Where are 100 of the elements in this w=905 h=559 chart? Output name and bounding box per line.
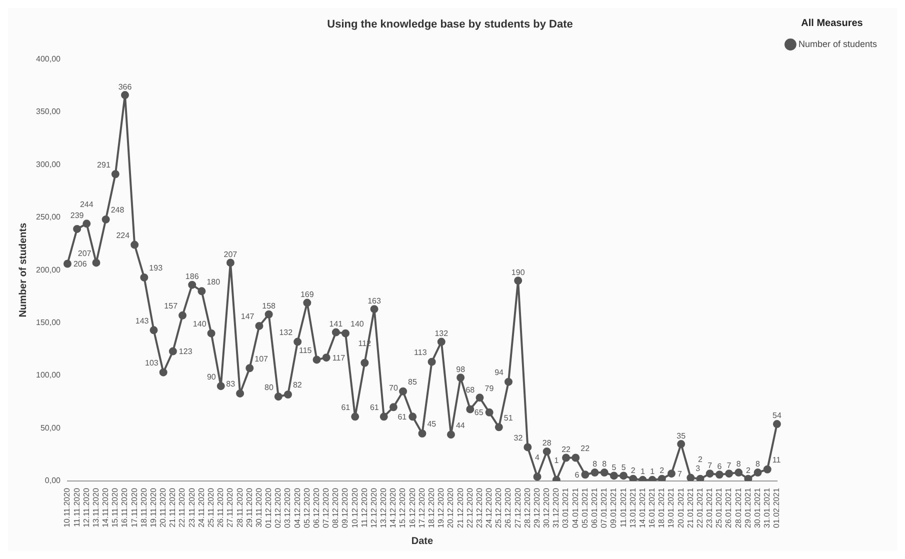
data-label: 61	[370, 402, 380, 412]
data-label: 206	[73, 259, 88, 268]
x-tick-label: 25.01.2021	[714, 487, 724, 528]
x-tick-label: 31.12.2020	[552, 487, 561, 528]
x-tick-label: 28.01.2021	[734, 487, 743, 528]
x-tick-label: 09.01.2021	[609, 487, 618, 528]
x-tick-label: 13.01.2021	[628, 487, 638, 528]
y-tick-label: 0,00	[44, 476, 62, 486]
x-axis-title: Date	[411, 536, 434, 547]
data-label: 2	[746, 466, 751, 476]
data-label: 366	[118, 82, 132, 92]
data-label: 61	[341, 402, 351, 412]
data-label: 143	[135, 316, 150, 326]
data-label: 51	[504, 413, 514, 422]
x-tick-label: 18.11.2020	[139, 487, 148, 528]
data-label: 248	[110, 206, 125, 215]
data-label: 2	[698, 455, 704, 464]
data-label: 1	[640, 467, 646, 476]
data-label: 80	[264, 382, 274, 392]
data-label: 117	[332, 353, 346, 362]
data-label: 169	[300, 290, 314, 299]
x-tick-label: 13.12.2020	[379, 487, 388, 528]
data-label: 193	[149, 264, 164, 273]
x-tick-label: 25.11.2020	[206, 487, 216, 528]
x-tick-label: 11.11.2020	[72, 487, 82, 527]
data-label: 5	[612, 462, 617, 472]
y-tick-label: 400,00	[36, 54, 62, 64]
x-tick-label: 09.12.2020	[340, 487, 350, 528]
data-label: 83	[226, 380, 236, 389]
data-label: 291	[97, 160, 111, 170]
data-label: 132	[279, 328, 294, 337]
data-label: 7	[708, 460, 713, 470]
data-label: 186	[185, 272, 200, 282]
x-tick-label: 07.12.2020	[322, 487, 331, 528]
data-label: 2	[660, 466, 665, 476]
data-label: 8	[736, 460, 742, 469]
data-label: 158	[262, 302, 276, 311]
data-label: 54	[772, 411, 782, 420]
x-tick-label: 27.11.2020	[226, 487, 235, 528]
x-tick-label: 14.01.2021	[638, 487, 647, 528]
x-tick-label: 23.01.2021	[705, 487, 714, 528]
data-label: 163	[368, 296, 382, 306]
x-tick-label: 24.11.2020	[196, 487, 206, 528]
x-tick-label: 11.12.2020	[360, 487, 369, 528]
x-tick-label: 30.11.2020	[254, 487, 264, 528]
data-label: 8	[756, 460, 761, 469]
x-tick-label: 19.12.2020	[436, 487, 446, 528]
x-tick-label: 12.12.2020	[369, 487, 378, 528]
x-tick-label: 28.12.2020	[522, 487, 532, 528]
data-label: 65	[474, 408, 484, 418]
data-label: 28	[542, 438, 552, 448]
x-tick-label: 26.11.2020	[216, 487, 226, 528]
x-tick-label: 03.12.2020	[283, 487, 292, 528]
data-label: 5	[621, 462, 626, 472]
y-tick-label: 350,00	[36, 107, 62, 116]
data-label: 244	[80, 200, 94, 209]
y-tick-label: 250,00	[36, 212, 62, 222]
x-tick-label: 15.12.2020	[398, 487, 408, 528]
x-tick-label: 24.12.2020	[484, 487, 494, 528]
data-label: 85	[408, 378, 418, 387]
data-label: 79	[484, 384, 494, 393]
data-label: 94	[494, 368, 504, 378]
data-label: 1	[650, 467, 656, 476]
data-label: 3	[696, 464, 701, 473]
data-label: 207	[78, 248, 92, 258]
x-tick-label: 31.01.2021	[762, 487, 772, 528]
x-tick-label: 18.01.2021	[657, 487, 666, 528]
x-tick-label: 29.11.2020	[244, 487, 254, 528]
data-label: 90	[206, 372, 216, 382]
chart-title: Using the knowledge base by students by Date	[327, 18, 573, 31]
y-axis-title: Number of students	[18, 222, 29, 318]
x-tick-label: 07.01.2021	[600, 487, 609, 528]
data-label: 107	[254, 354, 269, 364]
x-tick-label: 11.01.2021	[618, 487, 628, 528]
x-tick-label: 21.12.2020	[456, 487, 465, 528]
data-label: 103	[145, 358, 159, 368]
data-label: 147	[240, 312, 255, 322]
data-label: 8	[592, 460, 598, 469]
data-label: 132	[434, 328, 449, 338]
x-tick-label: 05.01.2021	[580, 487, 590, 528]
data-label: 140	[192, 320, 207, 329]
x-tick-label: 10.12.2020	[350, 487, 360, 528]
data-label: 8	[602, 460, 608, 469]
data-label: 44	[456, 420, 466, 430]
x-tick-label: 26.12.2020	[504, 487, 513, 528]
x-tick-label: 21.11.2020	[168, 487, 178, 528]
y-tick-label: 200,00	[36, 265, 62, 274]
x-tick-label: 27.12.2020	[513, 487, 522, 528]
x-tick-label: 04.01.2021	[570, 487, 580, 528]
data-label: 224	[116, 230, 130, 240]
x-tick-label: 18.12.2020	[427, 487, 436, 528]
data-label: 7	[726, 460, 732, 470]
data-label: 45	[427, 420, 437, 429]
data-label: 190	[511, 268, 526, 277]
x-tick-label: 15.11.2020	[110, 487, 120, 528]
x-tick-label: 10.11.2020	[62, 487, 72, 528]
data-label: 70	[389, 383, 398, 392]
x-tick-label: 12.11.2020	[82, 487, 91, 528]
data-label: 6	[717, 462, 722, 471]
x-tick-label: 05.12.2020	[302, 487, 312, 528]
